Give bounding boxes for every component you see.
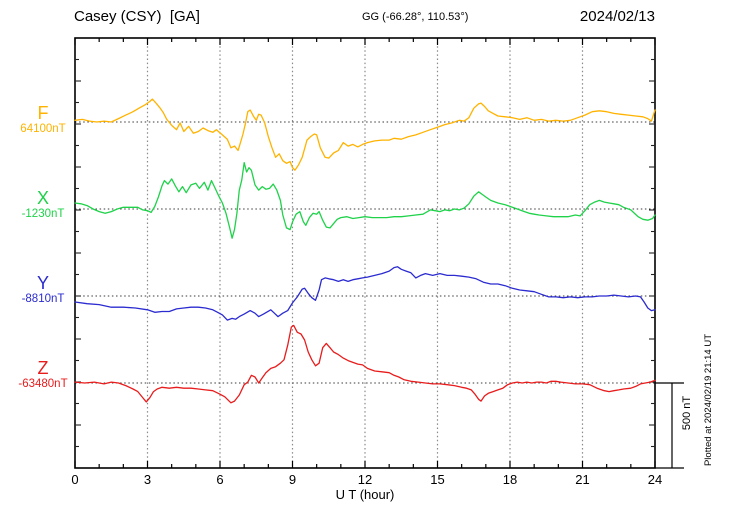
x-tick-label: 9 — [288, 472, 297, 487]
component-baseline-value: -8810nT — [21, 292, 65, 305]
component-letter: X — [36, 188, 49, 208]
x-tick-label: 24 — [647, 472, 663, 487]
x-tick-label: 3 — [143, 472, 152, 487]
x-tick-label: 12 — [357, 472, 373, 487]
x-tick-label: 21 — [575, 472, 590, 487]
component-letter: Y — [36, 273, 49, 293]
plotted-at-note: Plotted at 2024/02/19 21:14 UT — [703, 333, 714, 467]
station-title: Casey (CSY) [GA] — [74, 8, 200, 25]
geographic-coordinates: GG (-66.28°, 110.53°) — [362, 11, 469, 23]
x-axis-title: U T (hour) — [335, 487, 395, 502]
component-label-Z: Z -63480nT — [10, 359, 76, 390]
series-line-F — [74, 98, 656, 171]
series-line-Z — [74, 324, 656, 404]
series-line-Y — [74, 266, 656, 321]
component-letter: Z — [37, 358, 49, 378]
x-tick-label: 0 — [71, 472, 79, 487]
component-letter: F — [37, 103, 49, 123]
x-tick-label: 18 — [502, 472, 518, 487]
component-label-F: F 64100nT — [10, 104, 76, 135]
x-tick-label: 6 — [216, 472, 224, 487]
component-label-Y: Y -8810nT — [10, 274, 76, 305]
component-label-X: X -1230nT — [10, 189, 76, 220]
scale-bar-label: 500 nT — [681, 395, 693, 431]
component-baseline-value: -1230nT — [21, 207, 65, 220]
component-baseline-value: -63480nT — [18, 377, 68, 390]
x-tick-label: 15 — [430, 472, 445, 487]
plot-date: 2024/02/13 — [579, 8, 655, 25]
component-baseline-value: 64100nT — [20, 122, 66, 135]
series-line-X — [74, 161, 656, 239]
